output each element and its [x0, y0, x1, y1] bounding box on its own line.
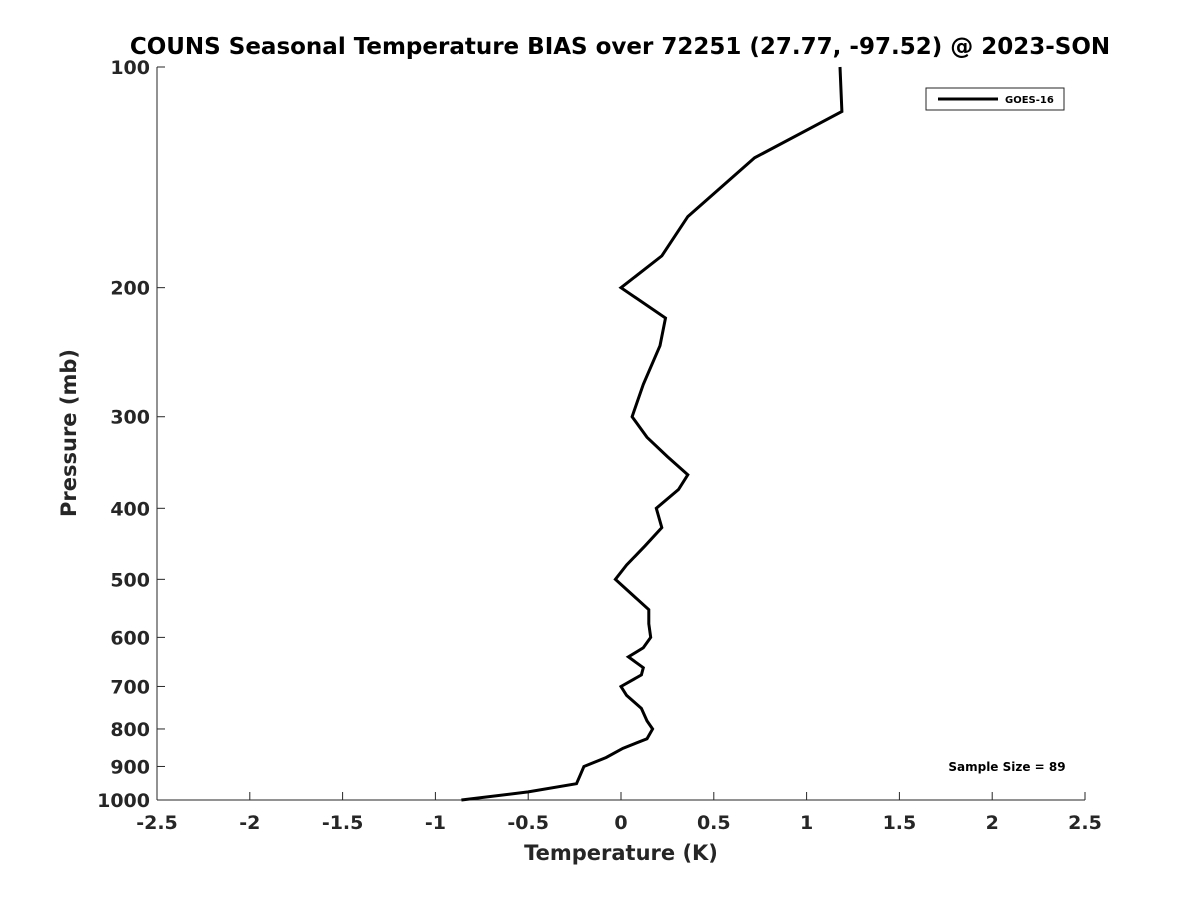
chart-title: COUNS Seasonal Temperature BIAS over 722… [130, 34, 1110, 60]
x-tick-label: -2 [239, 812, 260, 834]
x-tick-label: 1.5 [883, 812, 917, 834]
y-axis-label: Pressure (mb) [57, 349, 81, 517]
sample-size-annotation: Sample Size = 89 [948, 760, 1065, 774]
legend: GOES-16 [925, 87, 1065, 111]
y-tick-label: 800 [110, 719, 150, 741]
x-tick-label: -0.5 [507, 812, 549, 834]
x-ticks: -2.5 -2 -1.5 -1 -0.5 0 0.5 1 1.5 2 2.5 [136, 792, 1102, 834]
x-tick-label: 0.5 [697, 812, 731, 834]
x-tick-label: 2.5 [1068, 812, 1102, 834]
y-tick-label: 700 [110, 676, 150, 698]
y-tick-label: 300 [110, 407, 150, 429]
legend-label-goes-16: GOES-16 [1005, 95, 1054, 106]
x-tick-label: 1 [800, 812, 813, 834]
y-tick-label: 900 [110, 756, 150, 778]
x-tick-label: 2 [986, 812, 999, 834]
y-tick-label: 1000 [97, 790, 150, 812]
series-line-goes-16 [461, 66, 844, 802]
y-ticks: 100 200 300 400 500 600 700 800 900 1000 [97, 57, 165, 812]
y-tick-label: 400 [110, 498, 150, 520]
x-tick-label: -1 [425, 812, 446, 834]
plot-area: -2.5 -2 -1.5 -1 -0.5 0 0.5 1 1.5 2 2.5 100 200 300 40… [97, 57, 1102, 834]
y-tick-label: 100 [110, 57, 150, 79]
y-tick-label: 600 [110, 627, 150, 649]
x-tick-label: -1.5 [322, 812, 364, 834]
x-tick-label: -2.5 [136, 812, 178, 834]
y-tick-label: 200 [110, 278, 150, 300]
x-tick-label: 0 [614, 812, 627, 834]
y-tick-label: 500 [110, 569, 150, 591]
x-axis-label: Temperature (K) [524, 841, 718, 865]
